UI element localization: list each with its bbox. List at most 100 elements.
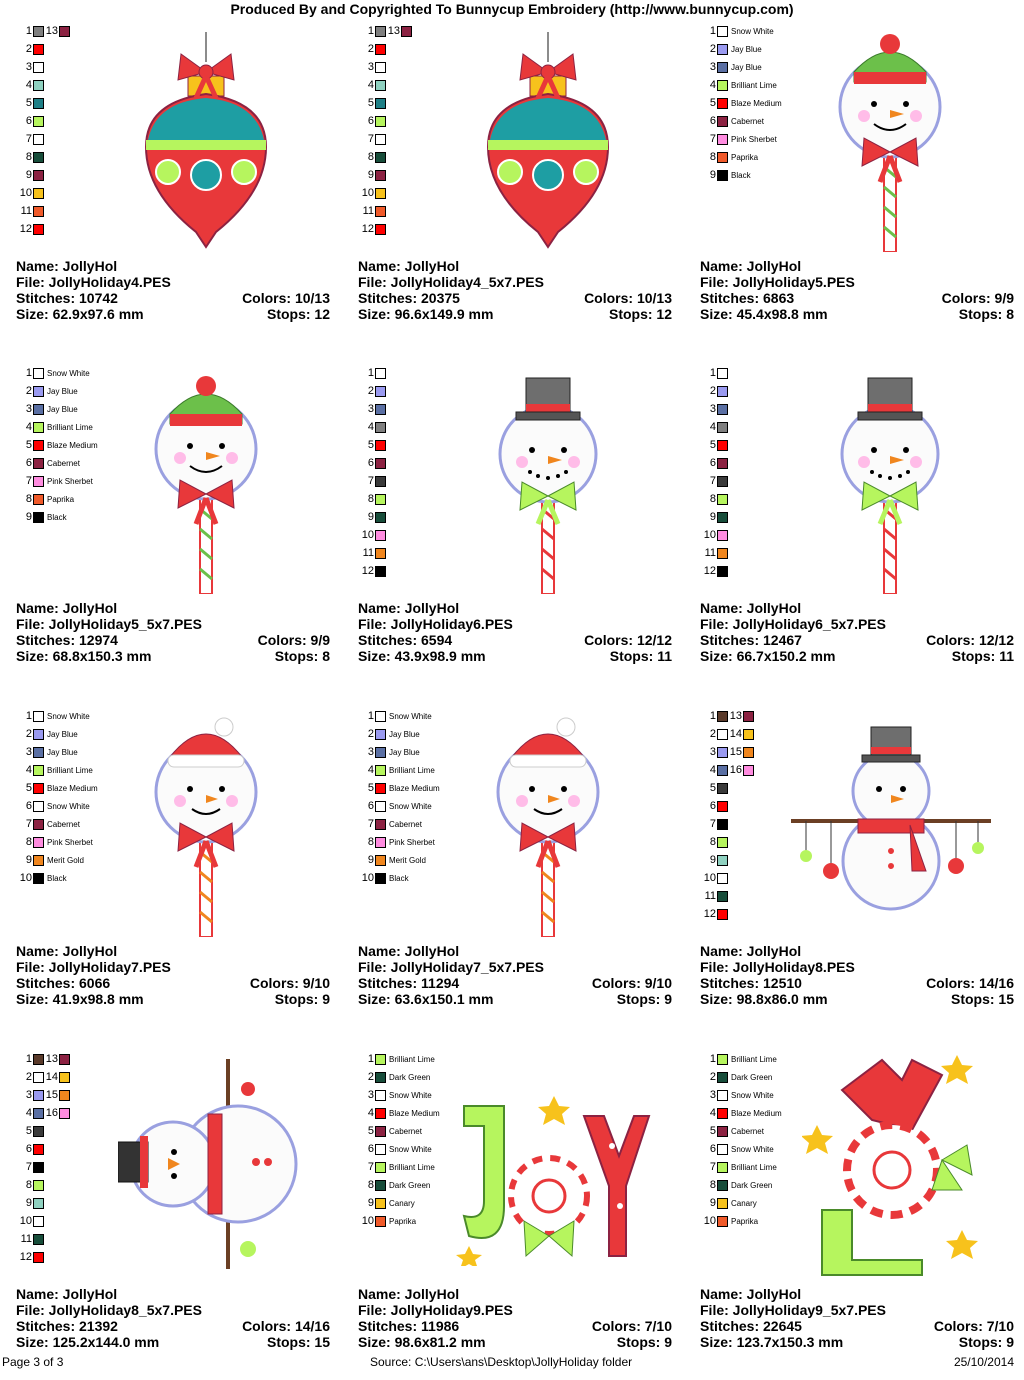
color-swatch-row: 6 Cabernet [702,112,764,130]
swatch-number: 14 [729,728,742,740]
swatch-color [717,1053,728,1065]
swatch-number: 7 [709,133,716,145]
color-swatch-row: 9 Merit Gold [18,851,84,869]
swatch-number: 11 [704,547,716,559]
stop-count: Stops: 12 [266,306,330,322]
stitch-count: Stitches: 10742 [16,290,118,306]
color-swatch-row: 5 Blaze Medium [702,94,782,112]
swatch-color [33,836,44,848]
swatch-number: 4 [25,79,32,91]
swatch-color [717,782,728,794]
swatch-color [33,854,44,866]
design-card: 1 2 3 4 5 6 7 8 9 10 11 12 13 Name: JollyHol File: Jo… [2,22,332,352]
swatch-label: Brilliant Lime [731,80,777,90]
design-size: Size: 43.9x98.9 mm [358,648,486,664]
color-swatch-row: 12 [702,562,728,580]
swatch-label: Jay Blue [731,62,762,72]
swatch-number: 6 [25,115,32,127]
swatch-number: 8 [367,836,374,848]
color-swatch-row: 3 Jay Blue [18,400,78,418]
swatch-color [33,25,44,37]
swatch-number: 2 [25,43,32,55]
swatch-color [743,728,754,740]
color-swatch-row: 13 [44,22,70,40]
swatch-number: 1 [25,710,32,722]
swatch-number: 2 [367,1071,374,1083]
swatch-color [33,421,44,433]
stitch-count: Stitches: 11986 [358,1318,460,1334]
stop-count: Stops: 9 [616,991,672,1007]
swatch-color [33,1251,44,1263]
swatch-number: 4 [25,764,32,776]
swatch-number: 1 [367,367,374,379]
swatch-number: 6 [367,1143,374,1155]
color-swatch-row: 14 [44,1068,70,1086]
swatch-label: Cabernet [389,1126,422,1136]
color-count: Colors: 10/13 [242,290,330,306]
color-count: Colors: 12/12 [926,632,1014,648]
swatch-number: 5 [367,439,374,451]
swatch-color [33,205,44,217]
design-size: Size: 66.7x150.2 mm [700,648,836,664]
swatch-number: 3 [367,61,374,73]
swatch-number: 6 [25,800,32,812]
swatch-color [717,746,728,758]
color-swatch-row: 4 [702,761,728,779]
color-swatch-row: 11 [702,887,728,905]
swatch-color [33,43,44,55]
design-file: File: JollyHoliday4_5x7.PES [358,274,544,290]
swatch-number: 13 [387,25,400,37]
design-card: 1 2 3 4 5 6 7 8 9 10 11 12 13 14 15 16 Name: JollyHol Fi… [686,707,1016,1037]
swatch-number: 1 [709,1053,716,1065]
swatch-number: 3 [709,61,716,73]
swatch-number: 7 [709,1161,716,1173]
swatch-color [375,1089,386,1101]
swatch-color [375,25,386,37]
swatch-number: 3 [367,1089,374,1101]
color-count: Colors: 9/10 [591,975,672,991]
swatch-number: 2 [25,385,32,397]
swatch-number: 5 [367,1125,374,1137]
swatch-number: 5 [25,782,32,794]
color-swatch-row: 4 Brilliant Lime [702,76,777,94]
swatch-number: 9 [25,854,32,866]
stop-count: Stops: 8 [958,306,1014,322]
swatch-color [33,1143,44,1155]
color-swatch-row: 7 [702,472,728,490]
swatch-number: 2 [709,43,716,55]
swatch-number: 2 [367,43,374,55]
color-swatch-row: 1 Snow White [18,364,90,382]
swatch-color [717,728,728,740]
swatch-number: 9 [25,511,32,523]
color-swatch-row: 7 [18,130,44,148]
swatch-color [33,475,44,487]
color-swatch-row: 6 [18,112,44,130]
joy-letters-rotated-icon [801,1050,992,1285]
color-swatch-row: 7 Pink Sherbet [702,130,777,148]
swatch-color [717,133,728,145]
design-card: 1 Brilliant Lime 2 Dark Green 3 Snow White 4 Bl… [344,1050,674,1380]
swatch-color [33,800,44,812]
swatch-number: 3 [367,746,374,758]
swatch-number: 6 [709,457,716,469]
color-swatch-row: 10 [360,526,386,544]
color-swatch-row: 9 Canary [360,1194,415,1212]
design-file: File: JollyHoliday6_5x7.PES [700,616,886,632]
swatch-number: 13 [729,710,742,722]
swatch-number: 3 [25,403,32,415]
color-swatch-row: 11 [18,1230,44,1248]
swatch-number: 1 [367,1053,374,1065]
swatch-color [33,710,44,722]
swatch-label: Snow White [389,1144,432,1154]
swatch-number: 4 [709,764,716,776]
color-swatch-row: 12 [18,220,44,238]
swatch-number: 2 [25,728,32,740]
swatch-color [59,1071,70,1083]
swatch-label: Pink Sherbet [47,476,93,486]
swatch-color [375,151,386,163]
color-swatch-row: 6 [360,454,386,472]
swatch-number: 10 [361,529,374,541]
swatch-number: 9 [367,511,374,523]
design-name: Name: JollyHol [16,1286,118,1302]
color-swatch-row: 7 Cabernet [18,815,80,833]
